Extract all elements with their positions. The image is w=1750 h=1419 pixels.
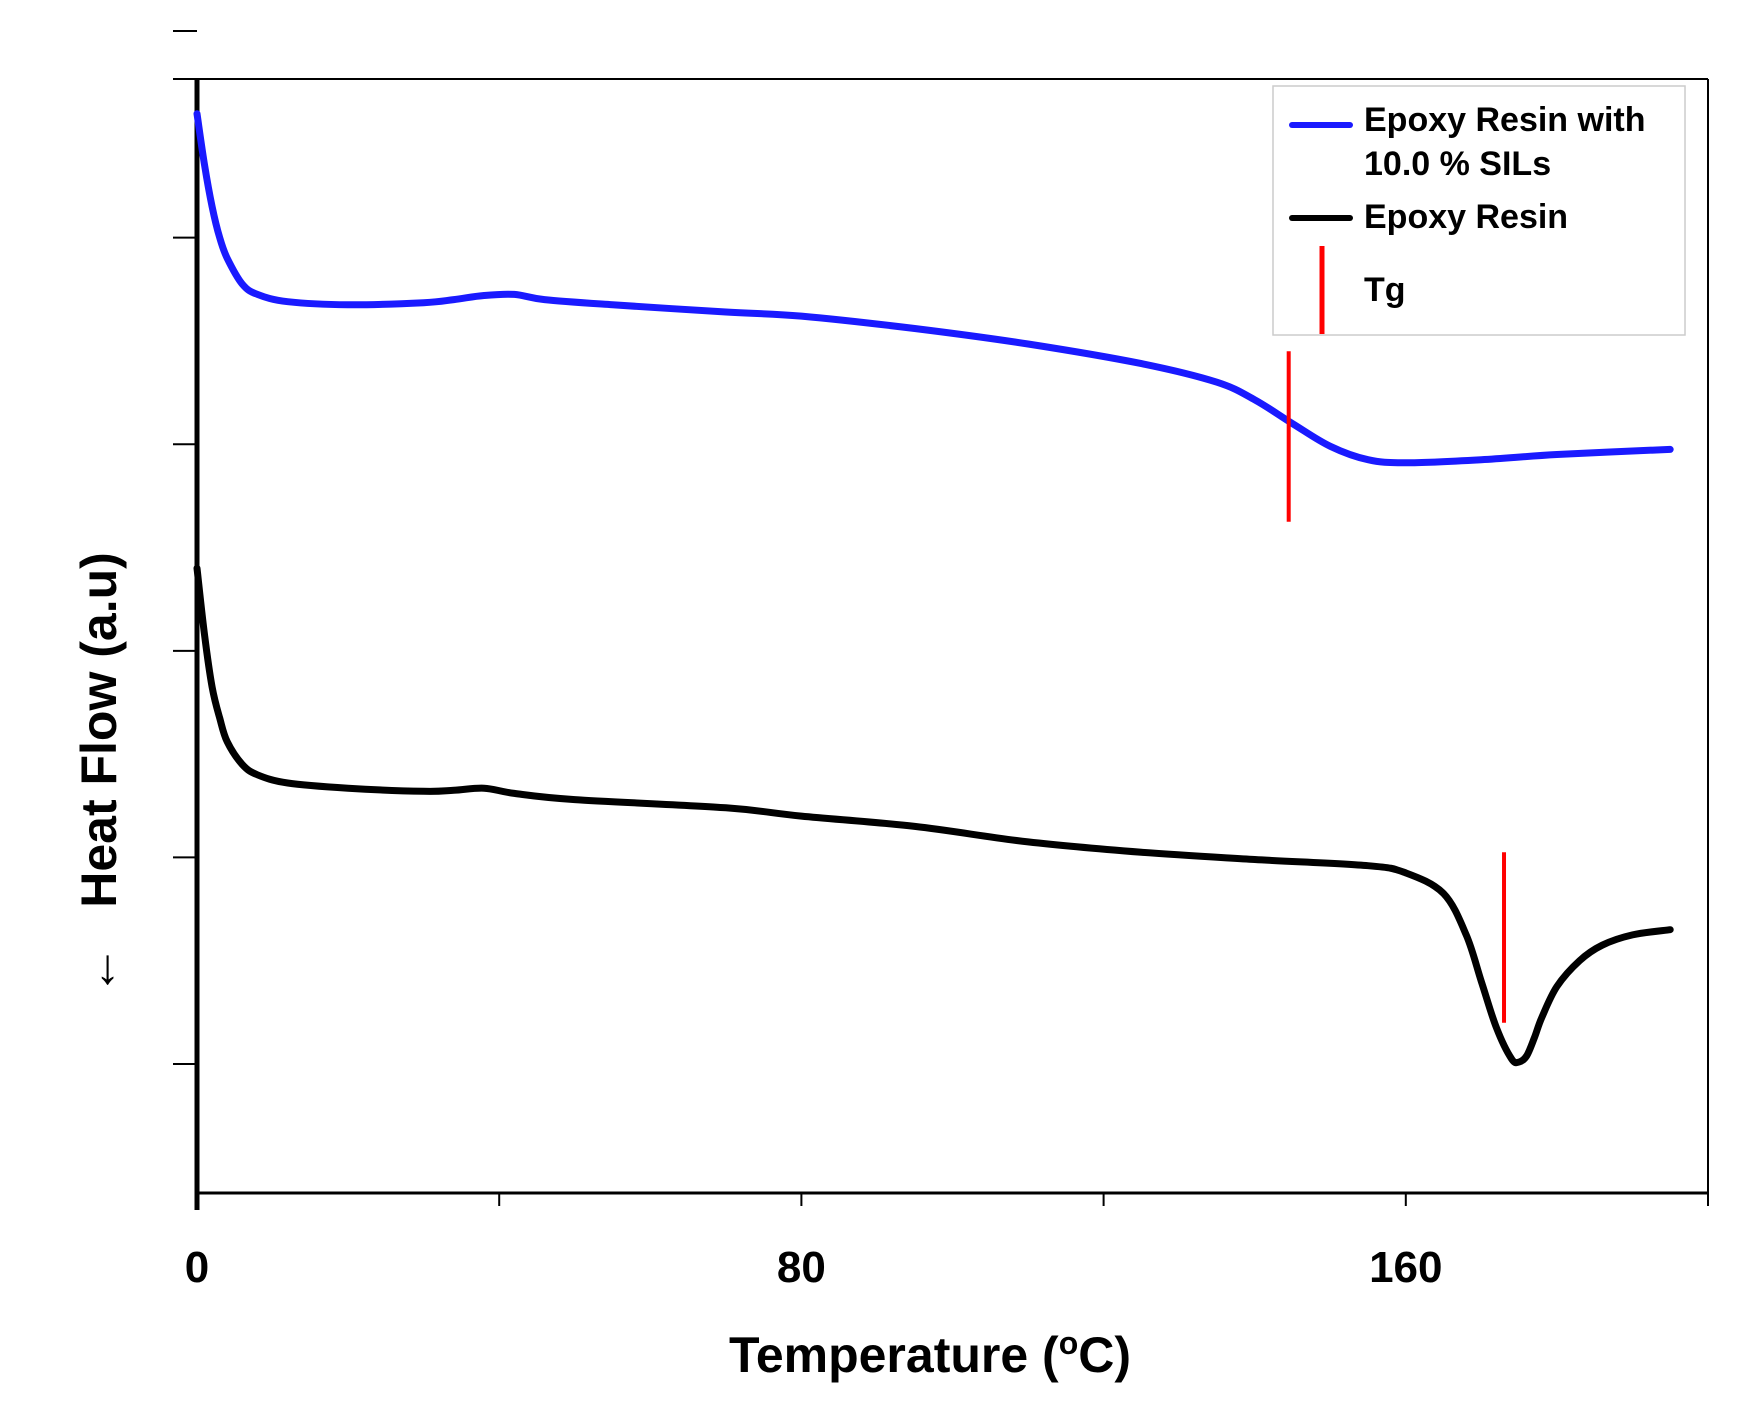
legend-label-epoxy: Epoxy Resin (1364, 198, 1568, 236)
legend-label-sils-line2: 10.0 % SILs (1364, 145, 1551, 183)
x-axis-tick-labels: 0 80 160 (185, 1243, 1443, 1292)
series-line-epoxy (193, 564, 1674, 1067)
x-tick-label: 160 (1369, 1243, 1442, 1292)
series-line-epoxy-sils (193, 110, 1674, 467)
legend-label-sils-line1: Epoxy Resin with (1364, 101, 1646, 139)
x-axis-title: Temperature (oC) (729, 1325, 1131, 1383)
legend-label-tg: Tg (1364, 271, 1406, 309)
y-axis-title-group: ← Heat Flow (a.u) (71, 552, 127, 995)
y-axis-arrow: ← (71, 945, 127, 995)
y-axis-ticks (173, 30, 197, 1066)
legend: Epoxy Resin with 10.0 % SILs Epoxy Resin… (1272, 85, 1686, 336)
series-layer (193, 110, 1674, 1067)
y-axis-title: Heat Flow (a.u) (71, 552, 127, 908)
plot-frame (173, 78, 1709, 1210)
tg-marker-layer (1286, 351, 1507, 1023)
x-tick-label: 0 (185, 1243, 209, 1292)
x-axis-ticks (196, 1193, 1709, 1206)
x-tick-label: 80 (777, 1243, 826, 1292)
